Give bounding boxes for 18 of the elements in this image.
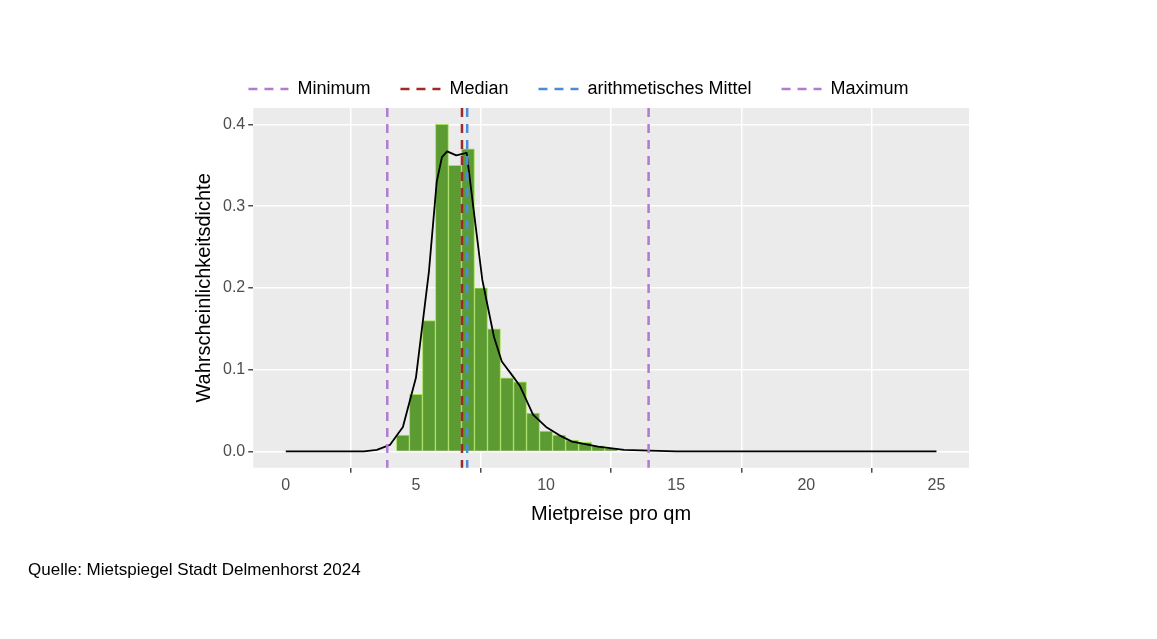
legend-label: Median [449, 77, 509, 98]
x-tick-label: 10 [537, 475, 556, 493]
x-tick-label: 25 [927, 475, 946, 493]
legend-label: Minimum [297, 77, 371, 98]
legend-label: arithmetisches Mittel [587, 77, 752, 98]
x-tick-label: 20 [797, 475, 816, 493]
y-tick-label: 0.3 [222, 196, 246, 214]
x-tick-label: 5 [411, 475, 421, 493]
y-tick-label: 0.2 [222, 278, 246, 296]
x-axis-title: Mietpreise pro qm [531, 501, 692, 524]
y-tick-label: 0.0 [222, 441, 246, 459]
x-tick-label: 0 [281, 475, 291, 493]
source-note: Quelle: Mietspiegel Stadt Delmenhorst 2024 [28, 560, 362, 580]
legend-label: Maximum [830, 77, 909, 98]
x-tick-label: 15 [667, 475, 686, 493]
y-axis-title: Wahrscheinlichkeitsdichte [191, 173, 214, 403]
y-tick-label: 0.1 [222, 360, 246, 378]
y-tick-label: 0.4 [222, 114, 246, 132]
